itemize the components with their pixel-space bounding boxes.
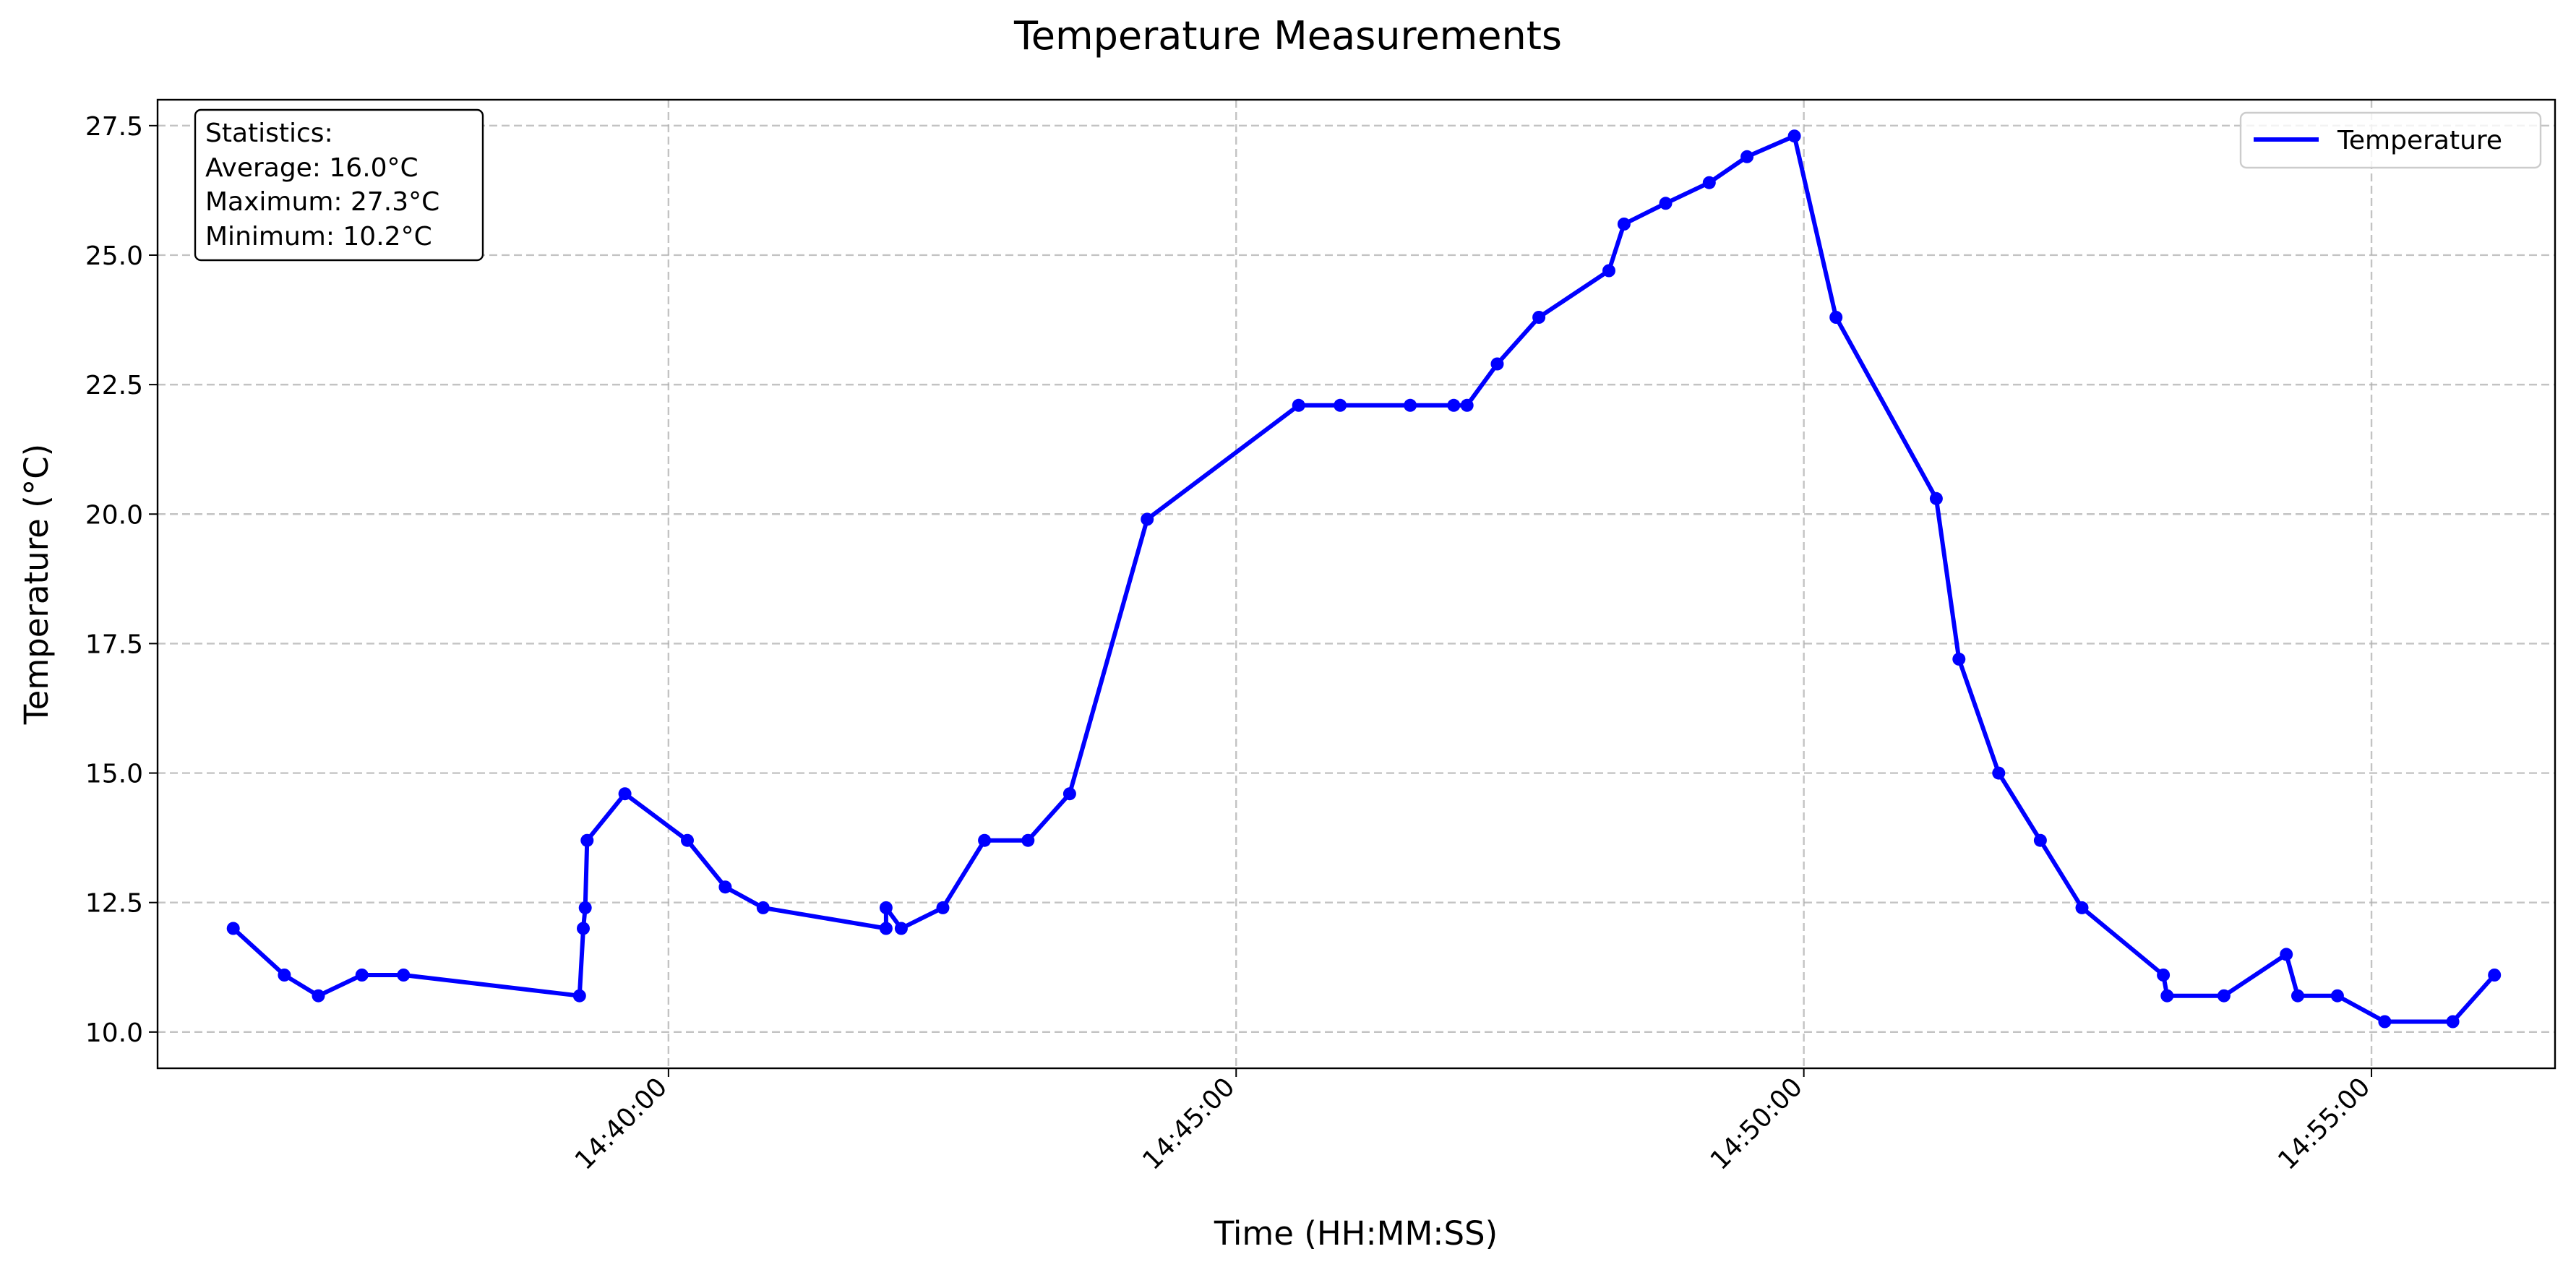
- data-point: [580, 833, 594, 847]
- y-tick-label: 17.5: [85, 630, 143, 659]
- data-point: [756, 901, 770, 914]
- data-point: [312, 989, 325, 1003]
- data-point: [2217, 989, 2231, 1003]
- data-point: [355, 969, 369, 982]
- data-point: [1404, 398, 1417, 412]
- data-point: [1062, 787, 1076, 801]
- stats-maximum: Maximum: 27.3°C: [205, 187, 439, 217]
- data-point: [2280, 948, 2293, 961]
- data-point: [978, 833, 992, 847]
- y-tick-label: 27.5: [85, 112, 143, 142]
- data-point: [1292, 398, 1305, 412]
- data-point: [2157, 969, 2171, 982]
- data-point: [879, 922, 893, 935]
- data-point: [2075, 901, 2089, 914]
- data-point: [1659, 197, 1673, 210]
- data-point: [718, 880, 732, 894]
- data-point: [1952, 652, 1966, 666]
- plot-frame: [156, 98, 2556, 1070]
- chart-title: Temperature Measurements: [1013, 13, 1562, 59]
- data-point: [1929, 491, 1943, 505]
- y-tick-label: 10.0: [85, 1018, 143, 1048]
- data-point: [879, 901, 893, 914]
- y-tick-label: 22.5: [85, 371, 143, 400]
- data-point: [1532, 311, 1546, 324]
- data-point: [1021, 833, 1035, 847]
- data-point: [226, 922, 240, 935]
- data-point: [2488, 969, 2502, 982]
- y-tick-label: 20.0: [85, 500, 143, 530]
- data-point: [577, 922, 590, 935]
- data-point: [278, 969, 291, 982]
- data-point: [1702, 176, 1716, 189]
- stats-box-frame: [194, 108, 484, 262]
- data-point: [618, 787, 632, 801]
- data-point: [1334, 398, 1347, 412]
- data-point: [1740, 150, 1754, 163]
- data-point: [936, 901, 950, 914]
- x-axis-label: Time (HH:MM:SS): [1214, 1214, 1498, 1253]
- data-point: [894, 922, 908, 935]
- data-point: [2330, 989, 2344, 1003]
- data-point: [397, 969, 411, 982]
- y-tick-label: 25.0: [85, 241, 143, 271]
- legend-frame: [2239, 111, 2542, 169]
- data-point: [578, 901, 592, 914]
- data-point: [1141, 512, 1154, 526]
- data-point: [572, 989, 586, 1003]
- data-point: [1490, 357, 1504, 371]
- legend: Temperature: [2239, 111, 2542, 169]
- stats-heading: Statistics:: [205, 119, 333, 148]
- data-point: [1602, 264, 1615, 278]
- stats-box: Statistics: Average: 16.0°C Maximum: 27.…: [194, 108, 484, 262]
- data-point: [2033, 833, 2047, 847]
- data-point: [1787, 129, 1801, 143]
- stats-minimum: Minimum: 10.2°C: [205, 222, 432, 252]
- legend-label: Temperature: [2337, 126, 2502, 155]
- y-axis-label: Temperature (°C): [17, 444, 56, 725]
- data-point: [1617, 218, 1631, 231]
- grid-layer: [158, 100, 2555, 1068]
- data-point: [1460, 398, 1474, 412]
- y-tick-label: 15.0: [85, 760, 143, 789]
- data-point: [2160, 989, 2174, 1003]
- stats-average: Average: 16.0°C: [205, 153, 418, 183]
- data-point: [1829, 311, 1843, 324]
- data-point: [1992, 766, 2006, 780]
- y-tick-label: 12.5: [85, 889, 143, 919]
- data-point: [2291, 989, 2304, 1003]
- data-point: [2378, 1015, 2392, 1029]
- data-point: [681, 833, 694, 847]
- series-layer: [226, 129, 2502, 1029]
- data-point: [2446, 1015, 2460, 1029]
- data-point: [1447, 398, 1461, 412]
